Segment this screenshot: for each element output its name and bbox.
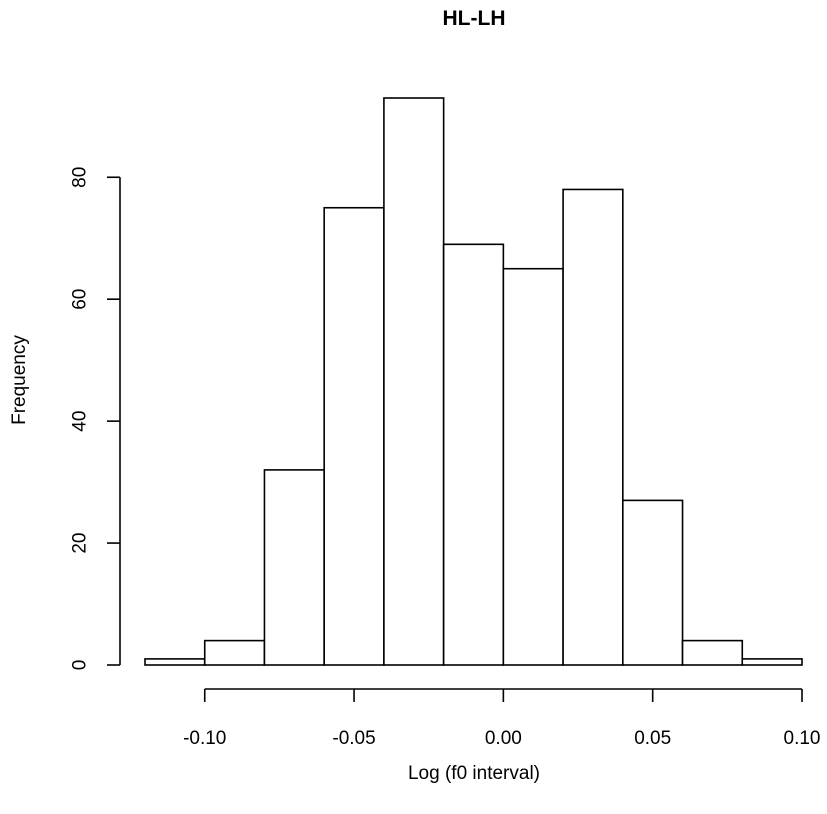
histogram-bar-8 <box>622 499 684 666</box>
x-axis: -0.10 -0.05 0.00 0.05 0.10 <box>183 688 821 749</box>
histogram-bar-6 <box>502 267 564 666</box>
y-axis: 0 20 40 60 80 <box>70 167 121 671</box>
histogram-bar-4 <box>383 97 445 666</box>
x-tick-label-0: -0.10 <box>183 728 226 749</box>
histogram-bar-0 <box>144 658 206 666</box>
x-tick-label-1: -0.05 <box>332 728 375 749</box>
histogram-bar-9 <box>681 639 744 666</box>
y-tick-label-4: 80 <box>70 167 91 188</box>
bars-group <box>144 97 803 666</box>
x-tick-label-4: 0.10 <box>784 728 821 749</box>
y-axis-label: Frequency <box>9 335 30 425</box>
histogram-bar-3 <box>323 206 385 666</box>
histogram-bar-5 <box>442 243 505 666</box>
histogram-bar-10 <box>741 658 803 666</box>
histogram-bar-1 <box>203 639 266 666</box>
y-tick-label-2: 40 <box>70 411 91 432</box>
x-tick-label-3: 0.05 <box>634 728 671 749</box>
chart-title: HL-LH <box>443 7 506 30</box>
y-tick-label-1: 20 <box>70 532 91 553</box>
y-tick-label-0: 0 <box>70 660 91 671</box>
histogram-bar-7 <box>562 188 624 666</box>
x-tick-label-2: 0.00 <box>485 728 522 749</box>
x-axis-label: Log (f0 interval) <box>408 763 540 784</box>
histogram-bar-2 <box>263 469 325 666</box>
y-tick-label-3: 60 <box>70 289 91 310</box>
